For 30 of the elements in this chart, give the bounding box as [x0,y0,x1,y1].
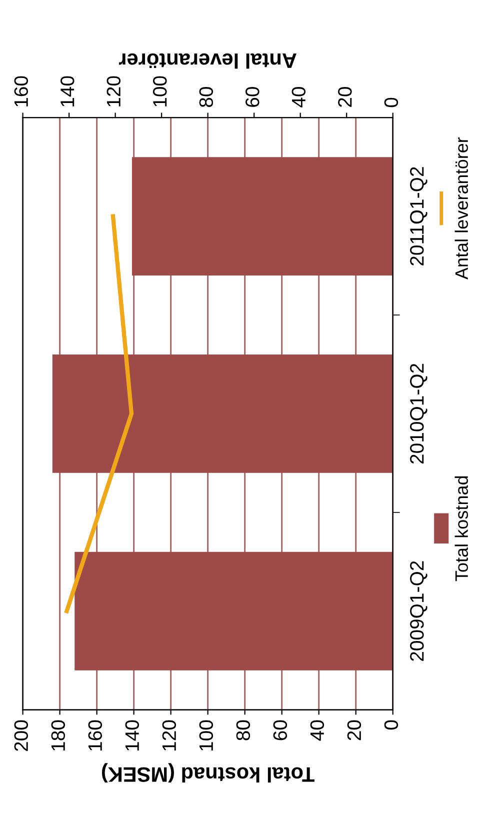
x2-tick-label: 20 [338,87,352,107]
x2-tick-label: 0 [384,98,398,108]
x-tick-label: 140 [125,720,140,750]
x2-tick-label: 40 [292,87,306,108]
x-tick-label: 40 [310,720,324,741]
x-tick-label: 60 [273,720,288,740]
x-tick-label: 180 [51,720,66,750]
y-tick-label: 2010Q1-Q2 [410,364,428,464]
x-axis-title: Total kostnad (MSEK) [102,763,314,782]
x2-tick-label: 120 [106,76,121,106]
x2-tick-label: 140 [60,76,74,106]
x-tick-label: 160 [88,720,102,750]
x-tick-label: 80 [236,720,250,740]
x-tick-label: 100 [199,720,214,750]
x-tick-label: 20 [347,720,362,740]
bar [52,354,393,473]
x2-tick-label: 80 [199,87,214,108]
x2-tick-label: 100 [153,76,167,106]
x-tick-label: 200 [14,720,28,751]
legend-label: Total kostnad [454,476,468,582]
legend-label: Antal leverantörer [454,137,468,280]
x2-tick-label: 160 [14,76,28,106]
y-tick-label: 2009Q1-Q2 [410,561,428,661]
x2-tick-label: 60 [246,87,260,107]
bar [132,157,393,276]
y-tick-label: 2011Q1-Q2 [410,167,428,266]
bar [74,552,393,670]
x-tick-label: 120 [162,720,176,750]
x-tick-label: 0 [384,720,398,730]
x2-axis-title: Antal leverantörer [118,53,296,69]
